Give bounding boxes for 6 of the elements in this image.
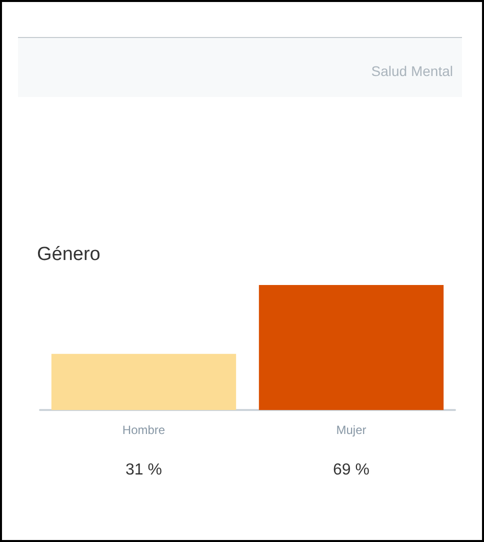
x-tick-label: Mujer (336, 423, 366, 437)
chart-subtitle: Salud Mental (371, 63, 453, 79)
x-tick-label: Hombre (122, 423, 166, 437)
chart-title: Género (37, 244, 100, 265)
data-label: 69 % (333, 462, 370, 478)
data-label: 31 % (126, 462, 162, 478)
